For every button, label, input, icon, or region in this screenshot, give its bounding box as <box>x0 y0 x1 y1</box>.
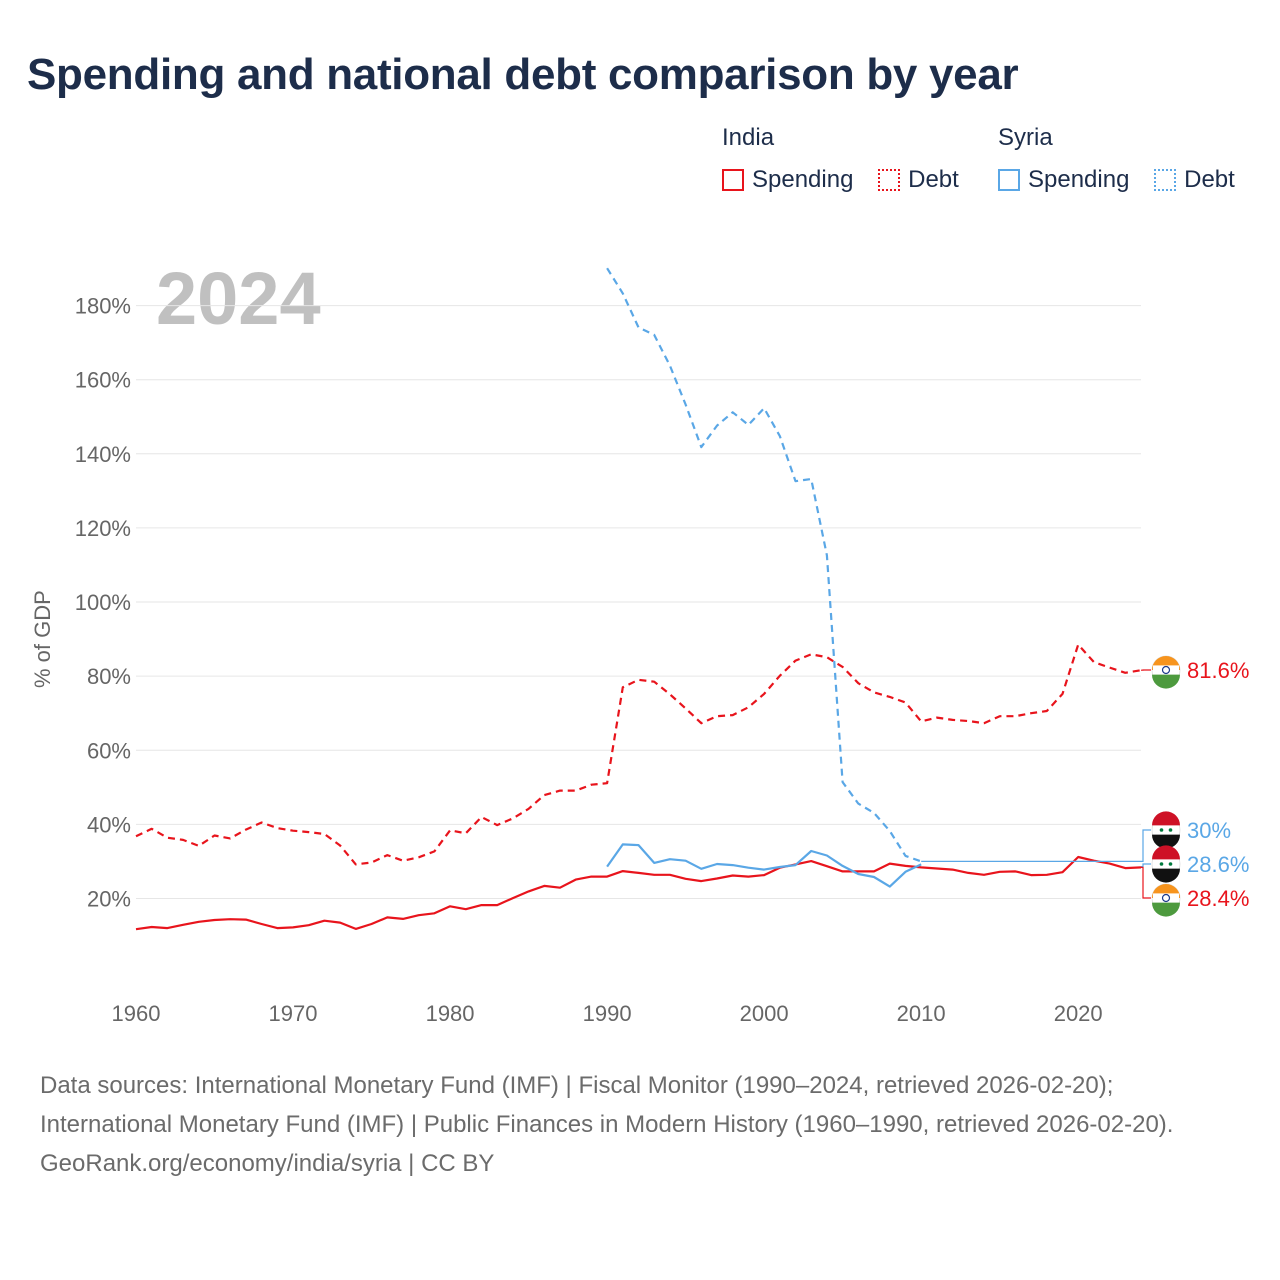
syria-flag-star <box>1168 862 1173 866</box>
legend-india-debt[interactable]: Debt <box>878 166 959 194</box>
y-tick-label: 120% <box>75 516 131 541</box>
y-tick-label: 40% <box>87 812 131 837</box>
end-value-label: 28.6% <box>1187 852 1249 877</box>
legend-syria-debt[interactable]: Debt <box>1154 166 1235 194</box>
legend-country-india: India <box>722 124 775 151</box>
series-line-india-debt <box>135 643 1142 866</box>
y-tick-label: 20% <box>87 886 131 911</box>
credit-link[interactable]: GeoRank.org/economy/india/syria | CC BY <box>40 1150 495 1177</box>
syria-flag-red <box>1152 845 1181 860</box>
legend-dotted-swatch-icon <box>1154 169 1177 191</box>
legend-label: Debt <box>908 166 959 193</box>
end-label-leader <box>1141 866 1151 899</box>
end-label-leader <box>1141 863 1151 868</box>
y-tick-label: 160% <box>75 368 131 393</box>
data-sources-text: Data sources: International Monetary Fun… <box>40 1072 1174 1138</box>
legend-country-syria: Syria <box>998 124 1053 151</box>
india-flag-green <box>1152 902 1181 917</box>
legend-dotted-swatch-icon <box>878 169 901 191</box>
legend-group-syria: Syria Spending Debt <box>998 124 1253 198</box>
x-tick-label: 1980 <box>426 1001 475 1026</box>
y-tick-label: 100% <box>75 590 131 615</box>
line-chart: 2024 20% 40% 60% 80% 100% 120% 140% 160% 180% 1960… <box>30 257 1249 1026</box>
y-tick-label: 140% <box>75 442 131 467</box>
india-flag-chakra <box>1161 893 1171 903</box>
x-tick-label: 1990 <box>583 1001 632 1026</box>
x-tick-label: 2010 <box>897 1001 946 1026</box>
legend-syria-spending[interactable]: Spending <box>998 166 1129 194</box>
legend-india-spending[interactable]: Spending <box>722 166 853 194</box>
india-flag-chakra <box>1161 665 1171 675</box>
y-tick-label: 60% <box>87 738 131 763</box>
end-value-label: 81.6% <box>1187 658 1249 683</box>
legend-group-india: India Spending Debt <box>722 124 977 198</box>
india-flag-green <box>1152 674 1181 689</box>
y-tick-label: 80% <box>87 664 131 689</box>
syria-flag-star <box>1159 862 1164 866</box>
syria-flag-black <box>1152 868 1181 883</box>
syria-flag-star <box>1168 828 1173 832</box>
end-value-label: 28.4% <box>1187 886 1249 911</box>
end-value-label: 30% <box>1187 818 1231 843</box>
chart-title: Spending and national debt comparison by… <box>27 50 1019 99</box>
series-line-syria-spending <box>606 843 922 888</box>
series-line-india-spending <box>135 855 1142 931</box>
x-tick-label: 1960 <box>112 1001 161 1026</box>
legend-label: Spending <box>752 166 854 193</box>
legend-label: Debt <box>1184 166 1235 193</box>
syria-flag-star <box>1159 828 1164 832</box>
year-watermark: 2024 <box>156 257 321 340</box>
footer: Data sources: International Monetary Fun… <box>40 1066 1240 1183</box>
x-tick-label: 1970 <box>269 1001 318 1026</box>
legend-label: Spending <box>1028 166 1130 193</box>
india-flag-white <box>1153 893 1179 903</box>
x-tick-label: 2000 <box>740 1001 789 1026</box>
india-flag-white <box>1153 665 1179 675</box>
syria-flag-black <box>1152 834 1181 849</box>
syria-flag-red <box>1152 811 1181 826</box>
y-tick-label: 180% <box>75 294 131 319</box>
y-axis-label: % of GDP <box>30 590 55 688</box>
x-tick-label: 2020 <box>1054 1001 1103 1026</box>
legend-solid-swatch-icon <box>998 169 1020 191</box>
series-line-syria-debt <box>606 267 922 863</box>
legend-solid-swatch-icon <box>722 169 744 191</box>
end-label-leader <box>921 829 1151 862</box>
